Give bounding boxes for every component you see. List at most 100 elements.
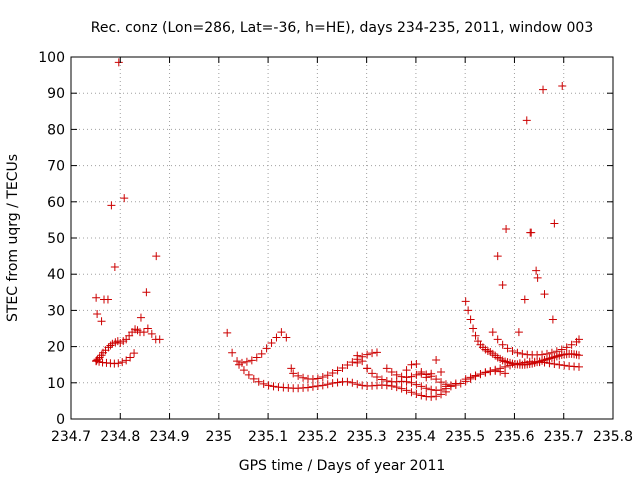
data-point (402, 386, 411, 395)
data-point (552, 347, 561, 356)
data-point (555, 360, 564, 369)
x-tick-labels: 234.7 234.8 234.9 235 235.1 235.2 235.3 235.4 23… (51, 429, 633, 445)
data-point (417, 367, 426, 376)
data-point (107, 201, 116, 210)
data-point (506, 361, 515, 370)
data-point (333, 366, 342, 375)
x-tick-label: 235.4 (396, 429, 436, 445)
data-point (313, 382, 322, 391)
data-point (328, 369, 337, 378)
x-tick-label: 235.5 (445, 429, 485, 445)
chart-title: Rec. conz (Lon=286, Lat=-36, h=HE), days… (91, 20, 593, 36)
y-tick-label: 50 (47, 231, 65, 247)
data-point (498, 281, 507, 290)
data-point (242, 357, 251, 366)
data-point (343, 361, 352, 370)
x-tick-label: 235 (205, 429, 232, 445)
x-axis-label: GPS time / Days of year 2011 (239, 458, 446, 474)
data-point (92, 293, 101, 302)
data-point (466, 315, 475, 324)
data-point (437, 378, 446, 387)
data-point (427, 392, 436, 401)
data-point (417, 382, 426, 391)
data-point (520, 295, 529, 304)
data-point (262, 344, 271, 353)
data-point (397, 372, 406, 381)
data-point (402, 366, 411, 375)
data-point (493, 335, 502, 344)
data-point (353, 380, 362, 389)
data-point (343, 377, 352, 386)
data-point (538, 350, 547, 359)
data-point (522, 116, 531, 125)
data-point (377, 375, 386, 384)
data-point (558, 81, 567, 90)
data-point (118, 358, 127, 367)
y-axis-label: STEC from uqrg / TECUs (5, 154, 21, 322)
data-point (289, 369, 298, 378)
data-point (358, 381, 367, 390)
data-point (114, 359, 123, 368)
data-point (540, 358, 549, 367)
data-point (130, 349, 139, 358)
data-point (437, 386, 446, 395)
grid-layer (71, 57, 613, 419)
data-point (328, 379, 337, 388)
data-point (272, 333, 281, 342)
data-point (338, 363, 347, 372)
data-point (539, 85, 548, 94)
data-point (542, 349, 551, 358)
data-point (247, 356, 256, 365)
data-point (407, 360, 416, 369)
y-tick-label: 20 (47, 340, 65, 356)
x-tick-label: 235.8 (593, 429, 633, 445)
data-point (441, 382, 450, 391)
data-point (503, 344, 512, 353)
data-point (368, 369, 377, 378)
data-point (567, 340, 576, 349)
y-tick-label: 80 (47, 122, 65, 138)
data-point (368, 349, 377, 358)
data-point (363, 350, 372, 359)
data-point (545, 359, 554, 368)
data-point (451, 380, 460, 389)
data-point (476, 370, 485, 379)
x-tick-label: 234.8 (100, 429, 140, 445)
data-point (348, 378, 357, 387)
data-point (481, 368, 490, 377)
data-point (422, 384, 431, 393)
data-point (308, 382, 317, 391)
data-point (233, 357, 242, 366)
x-tick-label: 235.1 (248, 429, 288, 445)
y-tick-label: 10 (47, 376, 65, 392)
x-tick-label: 234.9 (149, 429, 189, 445)
data-point (259, 379, 268, 388)
data-point (502, 224, 511, 233)
x-tick-label: 235.6 (494, 429, 534, 445)
y-tick-label: 40 (47, 267, 65, 283)
data-point (407, 388, 416, 397)
data-point (575, 351, 584, 360)
data-point (228, 348, 237, 357)
data-point (143, 324, 152, 333)
data-point (575, 335, 584, 344)
data-point (469, 324, 478, 333)
data-point (397, 384, 406, 393)
data-point (264, 381, 273, 390)
data-point (493, 252, 502, 261)
data-point (103, 295, 112, 304)
data-point (548, 315, 557, 324)
data-point (308, 375, 317, 384)
data-point (235, 360, 244, 369)
data-point (318, 381, 327, 390)
data-point (466, 373, 475, 382)
data-point (223, 328, 232, 337)
data-point (461, 375, 470, 384)
x-tick-label: 234.7 (51, 429, 91, 445)
y-tick-label: 90 (47, 86, 65, 102)
data-point (550, 219, 559, 228)
data-point (313, 374, 322, 383)
data-point (257, 349, 266, 358)
data-point (363, 364, 372, 373)
